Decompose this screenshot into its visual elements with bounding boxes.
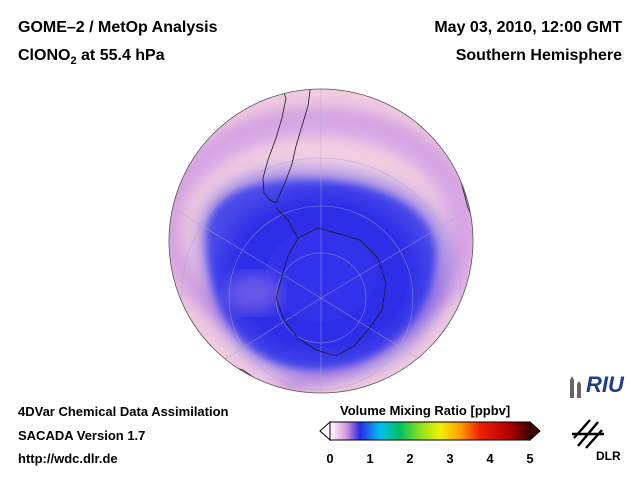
map-title: GOME–2 / MetOp Analysis xyxy=(18,19,218,36)
colorbar-min-arrow xyxy=(319,420,331,442)
antarctic-peninsula xyxy=(275,207,299,239)
outer-wave xyxy=(182,118,472,300)
vortex-low-spot xyxy=(225,273,281,313)
riu-logo-text: RIU xyxy=(586,372,624,397)
riu-logo-icon xyxy=(570,376,581,398)
url-link[interactable]: http://wdc.dlr.de xyxy=(18,451,118,466)
colorbar-tick-label: 4 xyxy=(486,451,494,466)
dlr-logo-icon xyxy=(572,419,604,449)
datetime-label: May 03, 2010, 12:00 GMT xyxy=(434,19,622,36)
antarctica-coastline xyxy=(275,227,387,357)
assimilation-label: 4DVar Chemical Data Assimilation xyxy=(18,404,229,419)
pressure-level: at 55.4 hPa xyxy=(76,47,165,64)
species-label: ClONO2 at 55.4 hPa xyxy=(18,46,165,67)
colorbar-tick-label: 3 xyxy=(446,451,454,466)
region-label: Southern Hemisphere xyxy=(455,47,622,64)
colorbar-tick-label: 1 xyxy=(366,451,374,466)
colorbar-tick-label: 2 xyxy=(406,451,414,466)
globe-outline xyxy=(168,88,474,394)
colorbar-bar xyxy=(329,421,531,441)
colorbar-tick-label: 0 xyxy=(326,451,334,466)
species-name: ClONO xyxy=(18,47,71,64)
species-subscript: 2 xyxy=(70,55,77,67)
colorbar-max-arrow xyxy=(529,420,541,442)
colorbar-title: Volume Mixing Ratio [ppbv] xyxy=(340,403,511,418)
colorbar-tick-label: 5 xyxy=(526,451,534,466)
globe-map xyxy=(168,88,474,394)
dlr-logo-text: DLR xyxy=(596,449,621,463)
version-label: SACADA Version 1.7 xyxy=(18,428,146,443)
south-america-coastline xyxy=(262,89,312,204)
colorbar xyxy=(319,420,541,442)
